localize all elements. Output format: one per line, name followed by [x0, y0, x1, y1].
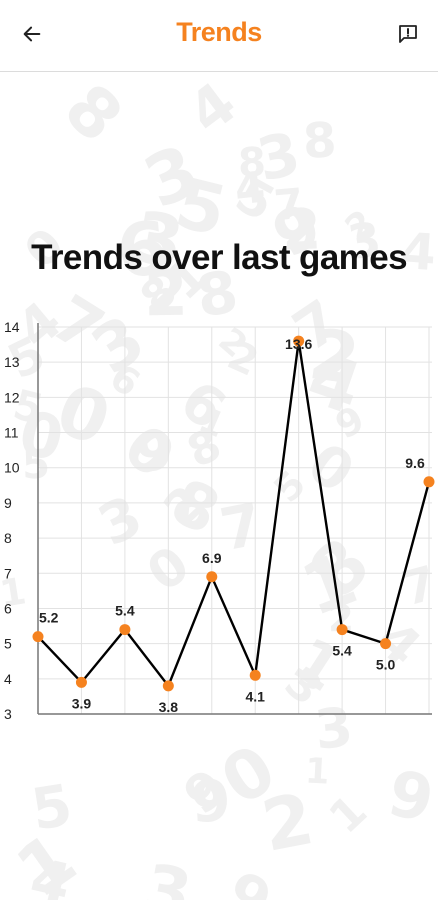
background-digit: 8 [49, 72, 138, 158]
data-label: 6.9 [202, 550, 222, 566]
y-tick-label: 7 [4, 565, 12, 581]
background-digit: 1 [319, 785, 377, 844]
data-label: 9.6 [405, 455, 425, 471]
data-point [162, 680, 174, 692]
y-tick-label: 10 [4, 460, 20, 476]
back-button[interactable] [14, 16, 50, 52]
series-line [37, 340, 431, 689]
chart-title: Trends over last games [31, 238, 407, 277]
y-tick-label: 14 [4, 319, 20, 335]
data-point [380, 638, 392, 650]
trend-line-chart: 3 4 5 6 7 8 9 10 11 12 13 14 5.2 3.9 5.4 3.8 6.9 4.1 13.6 5… [4, 319, 435, 722]
feedback-icon [399, 25, 417, 43]
arrow-left-icon [23, 26, 41, 42]
data-label: 5.2 [39, 610, 59, 626]
background-digit: 8 [301, 112, 338, 170]
y-tick-label: 8 [4, 530, 12, 546]
background-digit: 1 [303, 751, 331, 793]
data-label: 3.8 [159, 699, 179, 715]
data-point [32, 631, 44, 643]
y-tick-label: 4 [4, 671, 12, 687]
data-point [75, 676, 87, 688]
page-title: Trends [176, 17, 262, 47]
y-tick-label: 12 [4, 389, 20, 405]
y-tick-label: 6 [4, 600, 12, 616]
data-point [119, 624, 131, 636]
data-point [206, 571, 218, 583]
y-tick-label: 11 [4, 425, 19, 441]
data-point [249, 669, 261, 681]
data-label: 5.4 [115, 603, 135, 619]
data-point [336, 624, 348, 636]
data-point [293, 335, 305, 347]
y-tick-label: 3 [4, 706, 12, 722]
background-digit: 3 [138, 849, 198, 900]
y-tick-label: 5 [4, 636, 12, 652]
app-bar: Trends [0, 0, 438, 72]
data-point [423, 476, 435, 488]
y-tick-label: 9 [4, 495, 12, 511]
data-label: 5.0 [376, 657, 396, 673]
background-digit: 9 [381, 756, 438, 837]
y-tick-label: 13 [4, 354, 20, 370]
data-label: 5.4 [332, 643, 352, 659]
data-label: 4.1 [245, 688, 265, 704]
background-digit: 4 [175, 72, 249, 148]
data-label: 3.9 [72, 695, 92, 711]
feedback-button[interactable] [390, 16, 426, 52]
data-label: 13.6 [285, 336, 312, 352]
